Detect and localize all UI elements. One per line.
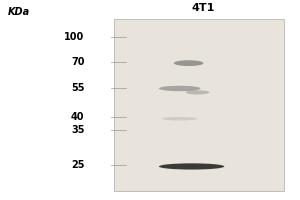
Text: KDa: KDa — [8, 7, 30, 17]
Text: 100: 100 — [64, 32, 85, 42]
Text: 55: 55 — [71, 83, 85, 93]
Text: 40: 40 — [71, 112, 85, 122]
Text: 70: 70 — [71, 57, 85, 67]
FancyBboxPatch shape — [114, 19, 284, 191]
Ellipse shape — [186, 90, 209, 95]
Ellipse shape — [162, 117, 198, 120]
Ellipse shape — [159, 163, 224, 170]
Ellipse shape — [159, 86, 200, 91]
Text: 25: 25 — [71, 160, 85, 170]
Text: 4T1: 4T1 — [192, 3, 215, 13]
Text: 35: 35 — [71, 125, 85, 135]
Ellipse shape — [174, 60, 203, 66]
